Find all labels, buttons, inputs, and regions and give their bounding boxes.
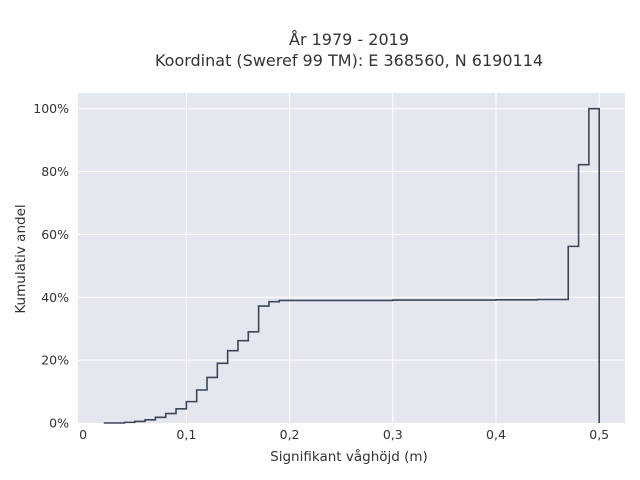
x-tick-label: 0,3 [383, 427, 403, 442]
x-tick-label: 0,5 [589, 427, 609, 442]
y-tick-label: 80% [41, 164, 69, 179]
y-tick-label: 40% [41, 290, 69, 305]
series-step-line [103, 107, 600, 424]
tick-labels: 0 0,1 0,2 0,3 0,4 0,5 0% 20% 40% 60% 80% 100% [33, 101, 609, 442]
x-tick-label: 0,2 [280, 427, 300, 442]
y-tick-label: 100% [33, 101, 69, 116]
plot-area [78, 93, 625, 423]
y-axis-title: Kumulativ andel [13, 204, 29, 313]
y-tick-label: 20% [41, 353, 69, 368]
x-tick-label: 0,1 [176, 427, 196, 442]
chart-title-line-2: Koordinat (Sweref 99 TM): E 368560, N 61… [155, 51, 543, 70]
y-tick-label: 0% [49, 416, 69, 431]
x-tick-label: 0,4 [486, 427, 506, 442]
x-axis-title: Signifikant våghöjd (m) [270, 448, 428, 465]
chart-title-line-1: År 1979 - 2019 [289, 30, 409, 49]
series-layer [103, 107, 600, 424]
x-tick-label: 0 [79, 427, 87, 442]
y-tick-label: 60% [41, 227, 69, 242]
